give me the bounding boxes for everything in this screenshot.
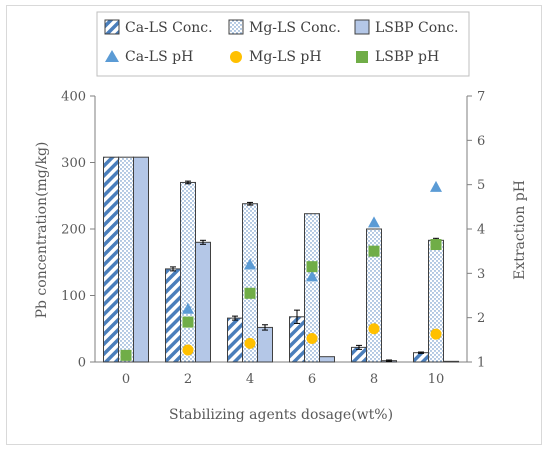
bar <box>304 213 320 363</box>
legend-marker-lsbp-ph <box>356 51 368 63</box>
ph-point-square <box>244 287 256 299</box>
y-tick-label: 400 <box>61 90 86 105</box>
y2-ticks: 1 2 3 4 5 6 7 <box>467 90 485 371</box>
y2-tick-label: 1 <box>477 356 485 371</box>
x-tick-label: 4 <box>246 372 254 387</box>
x-tick-label: 2 <box>184 372 192 387</box>
y2-tick-label: 3 <box>477 267 485 282</box>
legend-box <box>96 11 470 77</box>
bar <box>428 239 444 363</box>
bars <box>103 156 459 363</box>
legend: Ca-LS Conc. Mg-LS Conc. LSBP Conc. Ca-LS… <box>96 11 470 77</box>
x-tick-label: 6 <box>308 372 316 387</box>
ph-point-square <box>430 239 442 251</box>
y-axis-title: Pb concentration(mg/kg) <box>34 142 50 319</box>
bar <box>413 352 429 363</box>
ph-point-triangle <box>244 258 256 270</box>
bar <box>227 317 243 363</box>
y2-axis-title: Extraction pH <box>512 180 528 280</box>
legend-swatch-lsbp-conc <box>354 19 370 35</box>
legend-label-lsbp-ph: LSBP pH <box>375 49 439 65</box>
bar <box>257 326 273 363</box>
legend-swatch-ca-ls-conc <box>104 19 120 35</box>
ph-point-triangle <box>368 216 380 228</box>
y-ticks: 0 100 200 300 400 <box>61 90 95 371</box>
y-tick-label: 200 <box>61 223 86 238</box>
bar <box>443 360 459 363</box>
y-tick-label: 100 <box>61 289 86 304</box>
y2-tick-label: 5 <box>477 178 485 193</box>
legend-label-ca-ls-ph: Ca-LS pH <box>125 49 193 65</box>
y2-tick-label: 7 <box>477 90 485 105</box>
ph-point-circle <box>368 323 380 335</box>
legend-swatch-mg-ls-conc <box>228 19 244 35</box>
legend-marker-ca-ls-ph <box>105 50 119 62</box>
legend-label-mg-ls-ph: Mg-LS pH <box>249 49 322 65</box>
y2-tick-label: 2 <box>477 311 485 326</box>
bar <box>180 181 196 363</box>
bar <box>195 241 211 363</box>
bar <box>103 156 119 363</box>
ph-point-square <box>368 245 380 257</box>
bar <box>319 356 335 363</box>
bar <box>165 268 181 363</box>
legend-marker-mg-ls-ph <box>230 51 242 63</box>
legend-label-mg-ls-conc: Mg-LS Conc. <box>249 20 341 36</box>
ph-point-triangle <box>182 302 194 314</box>
x-tick-label: 10 <box>428 372 445 387</box>
legend-label-lsbp-conc: LSBP Conc. <box>375 20 459 36</box>
ph-point-circle <box>306 333 318 345</box>
ph-point-square <box>182 316 194 328</box>
x-axis-title: Stabilizing agents dosage(wt%) <box>169 407 393 423</box>
ph-point-square <box>306 261 318 273</box>
ph-point-circle <box>182 344 194 356</box>
legend-label-ca-ls-conc: Ca-LS Conc. <box>125 20 213 36</box>
y-tick-label: 300 <box>61 156 86 171</box>
ph-markers <box>120 180 442 361</box>
y2-tick-label: 4 <box>477 223 485 238</box>
ph-point-square <box>120 349 132 361</box>
x-tick-label: 8 <box>370 372 378 387</box>
bar <box>133 156 149 363</box>
ph-point-triangle <box>306 270 318 282</box>
y-tick-label: 0 <box>78 356 86 371</box>
ph-point-triangle <box>430 180 442 192</box>
x-tick-label: 0 <box>122 372 130 387</box>
ph-point-circle <box>430 328 442 340</box>
y2-tick-label: 6 <box>477 134 485 149</box>
x-ticks: 0 2 4 6 8 10 <box>122 372 444 387</box>
bar <box>118 156 134 363</box>
ph-point-circle <box>244 337 256 349</box>
